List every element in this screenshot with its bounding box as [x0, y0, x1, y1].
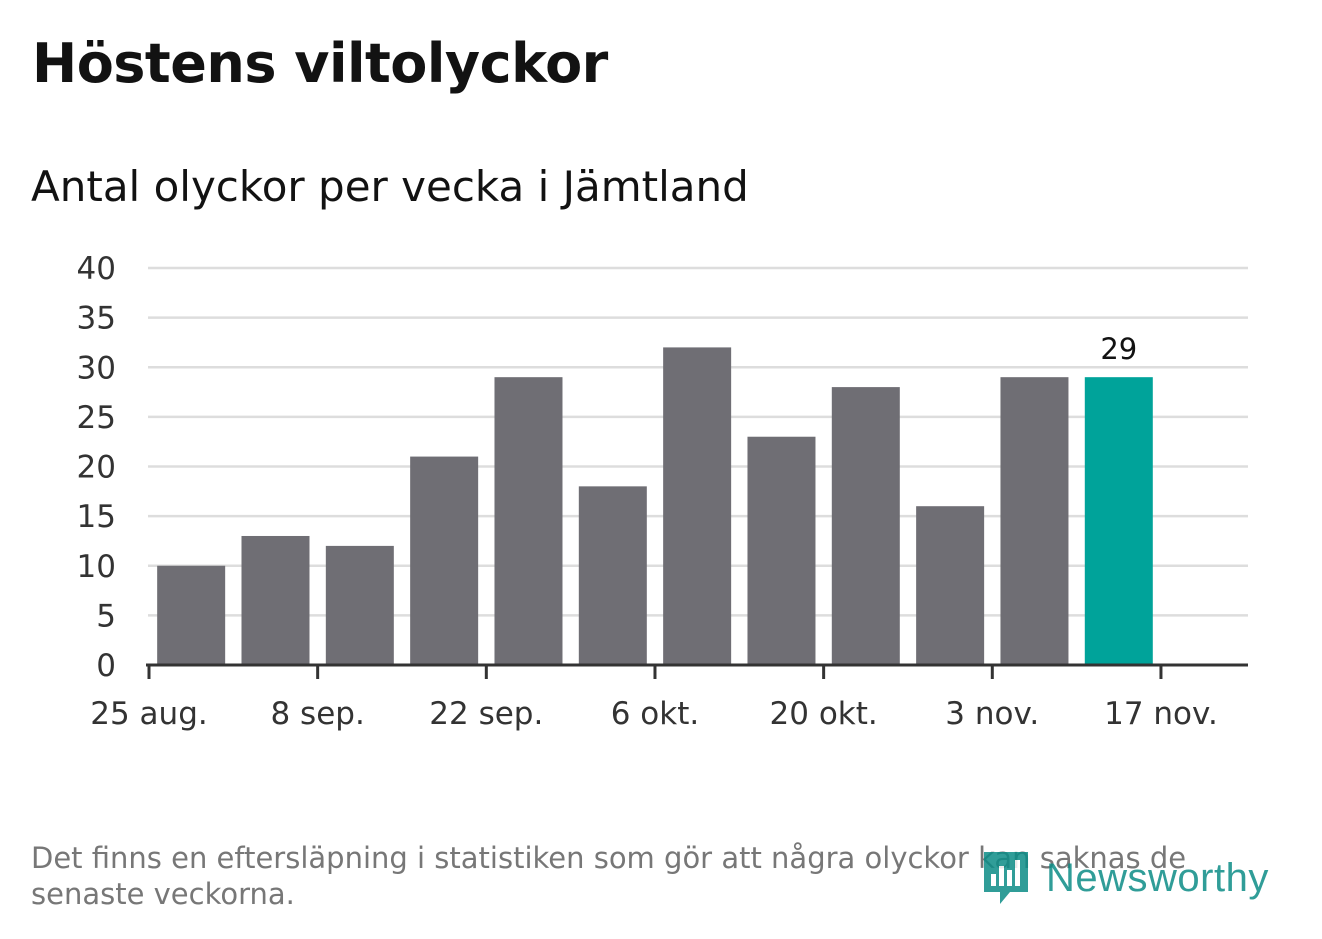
- x-tick-label-4: 20 okt.: [770, 696, 878, 732]
- y-tick-label-25: 25: [77, 400, 116, 436]
- bar-11: [1084, 377, 1153, 665]
- y-tick-label-30: 30: [77, 350, 116, 386]
- newsworthy-logo: Newsworthy: [980, 848, 1269, 908]
- bar-6: [663, 347, 732, 665]
- y-tick-label-20: 20: [77, 450, 116, 486]
- bar-5: [578, 486, 647, 665]
- bar-4: [494, 377, 563, 665]
- bar-10: [1000, 377, 1069, 665]
- axes: [146, 663, 1248, 679]
- x-tick-label-5: 3 nov.: [945, 696, 1039, 732]
- bar-3: [410, 456, 479, 665]
- y-tick-label-5: 5: [96, 598, 116, 634]
- x-tick-label-0: 25 aug.: [90, 696, 207, 732]
- bar-2: [325, 545, 394, 665]
- bar-0: [157, 565, 226, 665]
- x-tick-label-1: 8 sep.: [270, 696, 364, 732]
- x-tick-label-6: 17 nov.: [1104, 696, 1218, 732]
- bar-7: [747, 436, 816, 665]
- chart-title: Höstens viltolyckor: [32, 32, 608, 95]
- data-label-highlight: 29: [1100, 332, 1137, 366]
- bar-8: [831, 387, 900, 665]
- newsworthy-bars-icon: [984, 852, 1028, 904]
- labels: 0 5 10 15 20 25 30 35 40 29 25 aug. 8 sep. 22 sep. 6 …: [77, 251, 1218, 732]
- y-tick-label-40: 40: [77, 251, 116, 287]
- bar-9: [916, 506, 985, 665]
- y-tick-label-35: 35: [77, 301, 116, 337]
- x-tick-label-2: 22 sep.: [429, 696, 543, 732]
- y-tick-label-15: 15: [77, 499, 116, 535]
- x-tick-label-3: 6 okt.: [611, 696, 700, 732]
- y-tick-label-0: 0: [96, 648, 116, 684]
- chart-subtitle: Antal olyckor per vecka i Jämtland: [31, 162, 749, 211]
- y-tick-label-10: 10: [77, 549, 116, 585]
- bar-1: [241, 535, 310, 665]
- logo-text: Newsworthy: [1046, 855, 1269, 900]
- bars: [157, 347, 1153, 665]
